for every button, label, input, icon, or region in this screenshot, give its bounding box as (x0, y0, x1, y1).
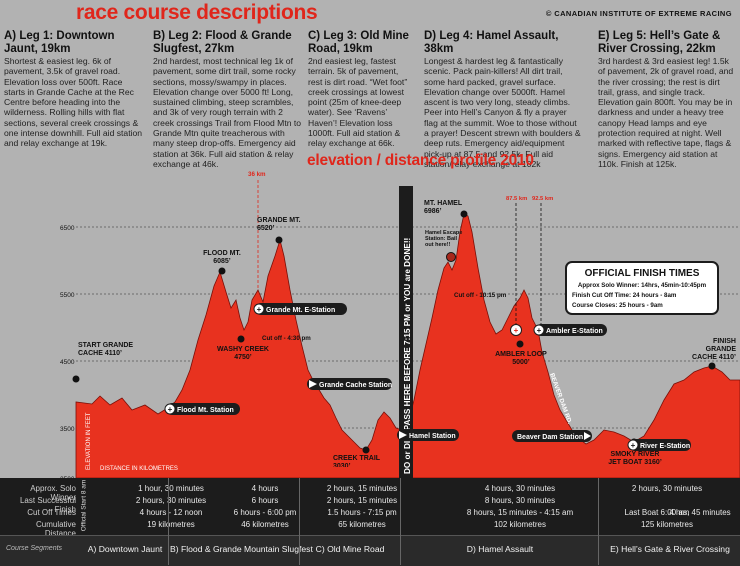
svg-text:River E-Station: River E-Station (640, 443, 690, 450)
ambler-loop-marker (516, 340, 524, 348)
plus-icon: + (631, 441, 636, 450)
leg-heading: C) Leg 3: Old Mine Road, 19km (308, 30, 409, 55)
creek-label: CREEK TRAIL 3030’ (333, 455, 380, 467)
finish-marker (708, 362, 716, 370)
start-marker (72, 375, 80, 383)
escape-label: Hamel Escape Station: Bail out here!! (425, 230, 463, 248)
grande-peak-marker (275, 236, 283, 244)
y-tick: 3500 (60, 426, 75, 433)
race-times-table: Approx. Solo Winner 1 hour, 30 minutes 4… (0, 478, 740, 566)
station-grande-cache[interactable]: Grande Cache Station (307, 378, 392, 390)
washy-creek-marker (237, 335, 245, 343)
finish-times-title: OFFICIAL FINISH TIMES (585, 268, 700, 279)
segments-label: Course Segments (6, 545, 63, 552)
flood-peak-marker (218, 267, 226, 275)
emergency-aid-icon (510, 324, 522, 336)
creek-trail-marker (362, 446, 370, 454)
table-row-last-finish: Last Successful Finish 2 hours, 30 minut… (19, 496, 556, 514)
segment-e[interactable]: E) Hell’s Gate & River Crossing (610, 544, 730, 554)
copyright-notice: © CANADIAN INSTITUTE OF EXTREME RACING (545, 9, 732, 18)
y-tick: 2500 (60, 476, 75, 478)
segment-d[interactable]: D) Hamel Assault (466, 544, 534, 554)
leg-heading: A) Leg 1: Downtown Jaunt, 19km (4, 30, 115, 55)
station-grande-e[interactable]: + Grande Mt. E-Station (253, 303, 347, 315)
svg-text:Ambler E-Station: Ambler E-Station (546, 328, 603, 335)
leg-heading: B) Leg 2: Flood & Grande Slugfest, 27km (153, 30, 292, 55)
leg-heading: E) Leg 5: Hell’s Gate & River Crossing, … (598, 30, 721, 55)
official-start-label: Official Start 8 am (80, 479, 88, 532)
smoky-label: SMOKY RIVER JET BOAT 3160’ (608, 451, 662, 466)
plus-icon: + (537, 326, 542, 335)
segment-a[interactable]: A) Downtown Jaunt (87, 544, 163, 554)
washy-label: WASHY CREEK 4750’ (217, 346, 269, 361)
leg-description-d: D) Leg 4: Hamel Assault, 38km Longest & … (424, 30, 582, 169)
svg-text:Hamel Station: Hamel Station (409, 433, 456, 440)
cutoff-label-grande: Cut off - 4:30 pm (262, 335, 311, 342)
official-finish-times-box: OFFICIAL FINISH TIMES Approx Solo Winner… (565, 261, 719, 315)
page-title: race course descriptions (76, 1, 318, 24)
finish-times-line2: Finish Cut Off Time: 24 hours - 8am (572, 292, 677, 299)
grande-label: GRANDE MT. 6520’ (257, 217, 301, 232)
table-row-cutoff: Cut Off Times 4 hours - 12 noon 6 hours … (27, 508, 731, 517)
table-row-solo-winner: Approx. Solo Winner 1 hour, 30 minutes 4… (30, 484, 703, 502)
hamel-escape-marker (446, 252, 456, 262)
plus-icon: + (168, 405, 173, 414)
leg-description-b: B) Leg 2: Flood & Grande Slugfest, 27km … (153, 30, 303, 169)
marker-36km: 36 km (248, 171, 266, 178)
svg-text:Flood Mt. Station: Flood Mt. Station (177, 407, 234, 414)
finish-times-line3: Course Closes: 25 hours - 9am (572, 302, 663, 309)
arrow-right-icon (584, 432, 591, 440)
leg-heading: D) Leg 4: Hamel Assault, 38km (424, 30, 559, 55)
leg-description-a: A) Leg 1: Downtown Jaunt, 19km Shortest … (4, 30, 144, 149)
svg-text:Beaver Dam Station: Beaver Dam Station (517, 434, 583, 441)
leg-description-e: E) Leg 5: Hell’s Gate & River Crossing, … (598, 30, 736, 169)
segment-b[interactable]: B) Flood & Grande Mountain Slugfest (170, 544, 313, 554)
station-hamel[interactable]: Hamel Station (397, 429, 459, 441)
station-flood[interactable]: + Flood Mt. Station (164, 403, 240, 415)
leg-body: Longest & hardest leg & fantastically sc… (424, 56, 581, 169)
course-segments-bar: Course Segments A) Downtown Jaunt B) Flo… (0, 535, 740, 566)
hamel-label: MT. HAMEL 6986’ (424, 200, 462, 215)
segment-c[interactable]: C) Old Mine Road (315, 544, 385, 554)
warning-band (399, 186, 413, 478)
marker-875km: 87.5 km (506, 196, 527, 202)
ambler-loop-label: AMBLER LOOP 5000’ (495, 351, 547, 366)
leg-body: 2nd hardest, most technical leg 1k of pa… (153, 56, 302, 169)
station-ambler-e[interactable]: + Ambler E-Station (533, 324, 607, 336)
hamel-peak-marker (460, 210, 468, 218)
y-tick: 5500 (60, 292, 75, 299)
finish-label: FINISH GRANDE CACHE 4110’ (692, 338, 736, 361)
finish-times-line1: Approx Solo Winner: 14hrs, 45min-10:45pm (578, 282, 707, 289)
svg-text:Grande Cache Station: Grande Cache Station (319, 382, 392, 389)
arrow-right-icon (309, 380, 317, 388)
x-axis-label: DISTANCE IN KILOMETRES (100, 466, 178, 472)
svg-text:Grande Mt. E-Station: Grande Mt. E-Station (266, 307, 335, 314)
leg-description-c: C) Leg 3: Old Mine Road, 19km 2nd easies… (308, 30, 414, 149)
cutoff-label-hamel: Cut off - 10:15 pm (454, 292, 507, 299)
y-tick: 6500 (60, 225, 75, 232)
station-river-e[interactable]: + River E-Station (627, 439, 691, 451)
profile-title: elevation / distance profile 2010 (307, 152, 534, 169)
leg-body: 2nd easiest leg, fastest terrain. 5k of … (308, 56, 408, 149)
arrow-right-icon (399, 431, 407, 439)
marker-925km: 92.5 km (532, 196, 553, 202)
leg-body: 3rd hardest & 3rd easiest leg! 1.5k of p… (598, 56, 734, 169)
elevation-profile-chart: 6500 5500 4500 3500 2500 ELEVATION IN FE… (60, 171, 740, 478)
y-axis-label: ELEVATION IN FEET (86, 412, 92, 470)
station-beaver-dam[interactable]: Beaver Dam Station (512, 430, 592, 442)
plus-icon: + (257, 305, 262, 314)
plus-icon: + (514, 326, 519, 335)
y-tick: 4500 (60, 359, 75, 366)
leg-body: Shortest & easiest leg. 6k of pavement, … (4, 56, 143, 149)
cutoff-warning: DO or DIE! PASS HERE BEFORE 7:15 PM or Y… (403, 238, 412, 474)
start-label: START GRANDE CACHE 4110’ (78, 342, 134, 357)
table-row-distance: Cumulative Distance 19 kilometres 46 kil… (35, 520, 694, 538)
flood-label: FLOOD MT. 6085’ (203, 250, 241, 265)
